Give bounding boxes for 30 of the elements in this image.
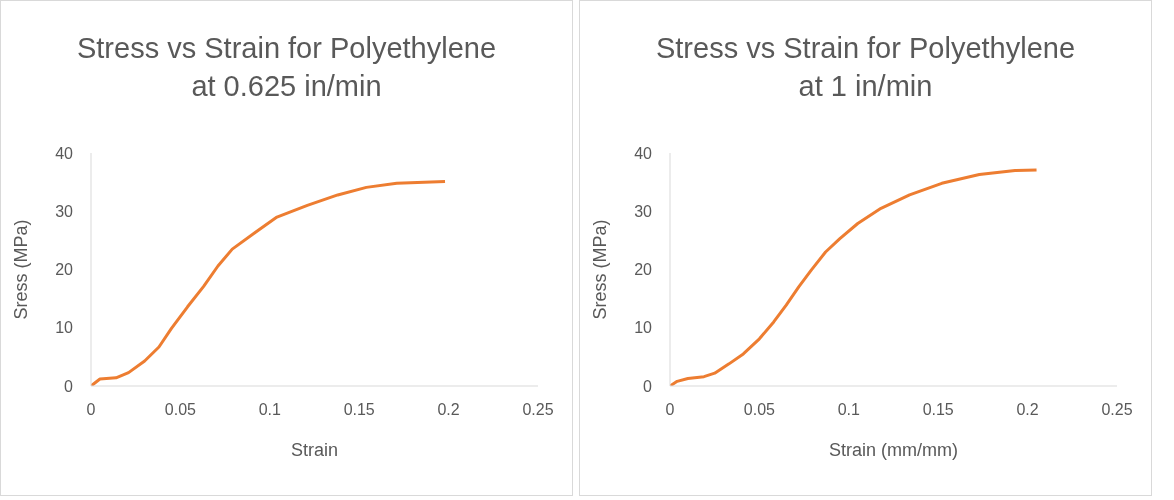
y-tick-label: 30: [55, 202, 74, 220]
x-axis-title: Strain (mm/mm): [829, 440, 958, 460]
x-tick-label: 0.25: [1101, 401, 1133, 419]
y-tick-label: 0: [64, 377, 74, 395]
x-tick-label: 0.1: [258, 401, 282, 419]
y-tick-label: 0: [643, 377, 653, 395]
x-tick-label: 0.1: [837, 401, 861, 419]
line-series: [670, 168, 1039, 386]
y-tick-label: 40: [634, 144, 653, 162]
y-axis-title: Sress (MPa): [11, 219, 32, 320]
x-tick-label: 0: [665, 401, 675, 419]
y-tick-label: 20: [634, 261, 653, 279]
x-tick-label: 0.25: [522, 401, 554, 419]
x-tick-label: 0.15: [922, 401, 954, 419]
x-tick-label: 0.15: [343, 401, 375, 419]
x-tick-label: 0.2: [437, 401, 460, 419]
x-axis-title: Strain: [290, 440, 339, 460]
chart-title: Stress vs Strain for Polyethylene at 1 in/min: [655, 31, 1076, 104]
x-tick-label: 0.05: [743, 401, 776, 419]
y-tick-label: 20: [55, 261, 74, 279]
y-tick-label: 10: [55, 319, 74, 337]
chart-title: Stress vs Strain for Polyethylene at 0.625 in/min: [76, 31, 497, 104]
line-series: [91, 180, 447, 386]
x-tick-label: 0.05: [164, 401, 197, 419]
x-tick-label: 0.2: [1016, 401, 1039, 419]
y-tick-label: 10: [634, 319, 653, 337]
y-tick-label: 40: [55, 144, 74, 162]
y-axis-title: Sress (MPa): [590, 219, 611, 320]
y-tick-label: 30: [634, 202, 653, 220]
x-tick-label: 0: [86, 401, 96, 419]
